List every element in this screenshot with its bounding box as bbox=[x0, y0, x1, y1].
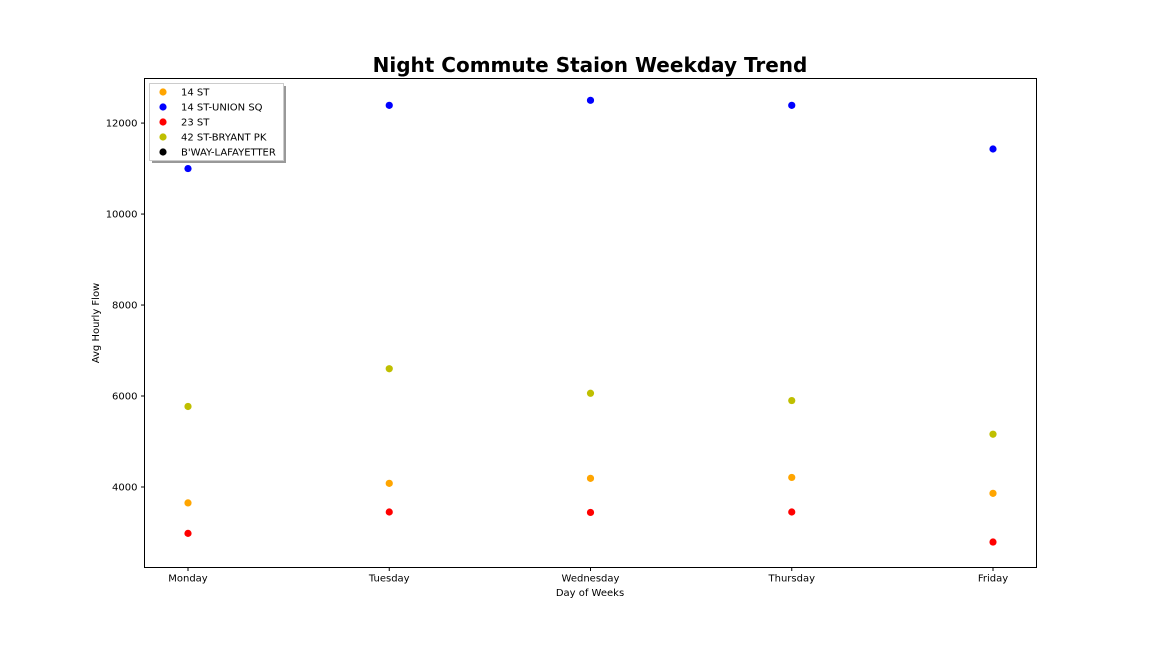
point-14-st-union-sq bbox=[385, 101, 393, 109]
point-23-st bbox=[989, 538, 997, 546]
point-42-st-bryant-pk bbox=[586, 389, 595, 397]
x-tick-label: Monday bbox=[168, 574, 208, 585]
point-14-st-union-sq bbox=[989, 145, 997, 153]
x-axis: Monday Tuesday Wednesday Thursday Friday bbox=[168, 567, 1008, 585]
point-14-st bbox=[989, 489, 997, 497]
x-tick-label: Tuesday bbox=[368, 574, 410, 585]
x-tick-label: Wednesday bbox=[562, 574, 620, 585]
point-23-st bbox=[385, 508, 393, 516]
point-23-st bbox=[586, 508, 595, 517]
point-42-st-bryant-pk bbox=[788, 396, 796, 405]
y-axis: 4000 6000 8000 10000 12000 bbox=[106, 119, 145, 493]
x-tick-label: Thursday bbox=[768, 574, 816, 585]
point-42-st-bryant-pk bbox=[184, 402, 192, 411]
x-axis-label: Day of Weeks bbox=[556, 588, 624, 599]
point-14-st bbox=[586, 474, 595, 482]
legend-marker bbox=[159, 103, 167, 111]
y-tick-label: 6000 bbox=[112, 392, 137, 403]
point-14-st-union-sq bbox=[586, 96, 595, 104]
point-14-st-union-sq bbox=[184, 164, 192, 173]
legend-frame bbox=[149, 83, 284, 161]
point-23-st bbox=[184, 529, 192, 537]
y-tick-label: 8000 bbox=[112, 301, 137, 312]
x-tick-label: Friday bbox=[978, 574, 1008, 585]
legend-entry-label: B'WAY-LAFAYETTER bbox=[181, 148, 276, 159]
point-14-st bbox=[788, 473, 796, 482]
legend-items: 14 ST 14 ST-UNION SQ 23 ST 42 ST-BRYANT PK B… bbox=[159, 88, 276, 159]
y-tick-label: 10000 bbox=[106, 210, 138, 221]
legend-entry-label: 14 ST bbox=[181, 88, 210, 99]
y-tick-label: 12000 bbox=[106, 119, 138, 130]
y-axis-label: Avg Hourly Flow bbox=[91, 283, 102, 364]
point-42-st-bryant-pk bbox=[385, 365, 393, 373]
legend-entry-label: 42 ST-BRYANT PK bbox=[181, 133, 267, 144]
chart-title: Night Commute Staion Weekday Trend bbox=[373, 53, 808, 77]
point-23-st bbox=[788, 508, 796, 516]
point-14-st-union-sq bbox=[788, 101, 796, 109]
legend-marker bbox=[159, 118, 167, 126]
y-tick-label: 4000 bbox=[112, 482, 137, 493]
legend: 14 ST 14 ST-UNION SQ 23 ST 42 ST-BRYANT PK B… bbox=[149, 83, 286, 163]
legend-marker bbox=[159, 88, 167, 96]
legend-entry-label: 14 ST-UNION SQ bbox=[181, 103, 263, 114]
point-42-st-bryant-pk bbox=[989, 430, 997, 438]
data-points bbox=[184, 96, 997, 546]
point-14-st bbox=[385, 479, 393, 487]
point-14-st bbox=[184, 499, 192, 507]
legend-marker bbox=[159, 133, 167, 141]
legend-entry-label: 23 ST bbox=[181, 118, 210, 129]
legend-marker bbox=[159, 148, 167, 156]
